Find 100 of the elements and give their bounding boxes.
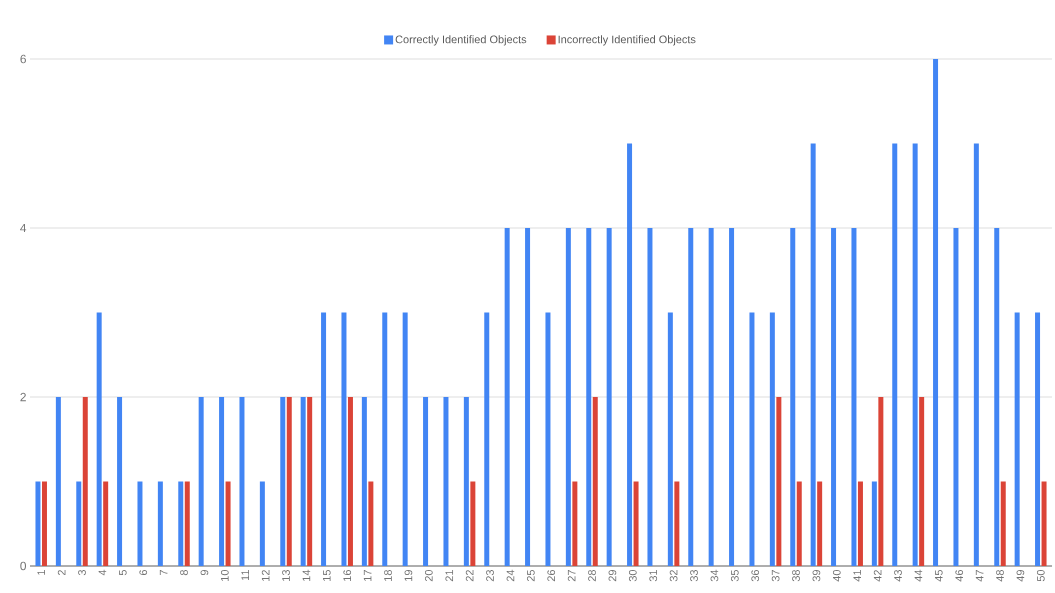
x-tick-label: 38 [792,570,800,582]
x-tick-label: 16 [343,570,352,581]
x-tick-label: 22 [465,570,474,582]
x-tick-label: 11 [241,570,249,581]
bar [565,228,571,566]
x-tick-label: 40 [832,569,841,582]
bar [41,481,47,566]
bar [198,397,204,566]
bar [633,481,639,566]
bar [382,312,388,566]
bar [1000,481,1006,566]
x-tick-label: 48 [996,570,1004,582]
x-tick-label: 42 [873,570,882,582]
bar [470,481,476,566]
x-tick-label: 27 [567,570,576,582]
y-tick-label: 2 [20,392,26,402]
bar [831,228,837,566]
bar [225,481,231,566]
bar [484,312,490,566]
x-tick-label: 17 [363,570,372,581]
bar [525,228,531,566]
x-tick-label: 47 [975,570,984,582]
x-tick-label: 50 [1036,569,1045,582]
x-tick-label: 45 [934,569,943,582]
bar [463,397,469,566]
x-tick-label: 6 [139,570,148,576]
x-tick-label: 31 [649,570,658,582]
bar [423,397,429,566]
x-tick-label: 12 [261,570,270,581]
bar [919,397,925,566]
bar [647,228,653,566]
y-tick-label: 4 [20,223,27,233]
bar [790,228,796,566]
x-tick-label: 19 [404,570,413,581]
x-tick-label: 44 [914,569,923,582]
x-tick-label: 39 [812,570,821,582]
x-tick-label: 34 [710,569,719,582]
x-tick-label: 1 [37,570,45,575]
bar [96,312,102,566]
bar [749,312,755,566]
bar [667,312,673,566]
bar [627,143,633,566]
bar [157,481,163,566]
bar [239,397,245,566]
y-tick-label: 0 [20,561,27,571]
bar [994,228,1000,566]
bar [137,481,143,566]
bar [184,481,190,566]
bar [796,481,802,566]
bar [76,481,82,566]
bar [776,397,782,566]
x-tick-label: 36 [751,570,760,582]
bar [871,481,877,566]
x-tick-label: 14 [302,569,311,581]
bar [259,481,265,566]
x-tick-label: 20 [424,569,433,582]
x-tick-label: 35 [730,569,739,582]
bar [817,481,823,566]
bar [1014,312,1020,566]
x-tick-label: 33 [690,570,698,582]
bar [912,143,918,566]
bar [178,481,184,566]
bar [219,397,225,566]
x-tick-label: 5 [119,569,127,576]
x-tick-label: 10 [220,569,229,581]
bar [82,397,88,566]
x-tick-label: 30 [628,569,637,582]
bar [973,143,979,566]
bar [280,397,286,566]
bar [606,228,612,566]
bar [545,312,551,566]
x-tick-label: 18 [384,570,392,581]
bar [708,228,714,566]
bar [592,397,598,566]
bar [586,228,592,566]
bar [851,228,857,566]
bar [688,228,694,566]
x-tick-label: 37 [771,570,780,582]
x-tick-label: 15 [323,569,331,581]
x-tick-label: 7 [159,570,168,576]
x-tick-label: 23 [486,570,494,582]
x-tick-label: 21 [445,570,454,582]
bar [1035,312,1041,566]
bar [953,228,959,566]
bar [347,397,353,566]
bar [1041,481,1047,566]
bar [361,397,367,566]
legend-label: Correctly Identified Objects [395,35,527,46]
bar [674,481,680,566]
bar [286,397,292,566]
bar [810,143,816,566]
bar [117,397,123,566]
x-tick-label: 8 [180,570,188,576]
x-tick-label: 26 [547,570,556,582]
bar [35,481,41,566]
x-tick-label: 3 [78,570,86,576]
x-tick-label: 4 [98,569,107,576]
bar [443,397,449,566]
bar [572,481,578,566]
bar [55,397,61,566]
